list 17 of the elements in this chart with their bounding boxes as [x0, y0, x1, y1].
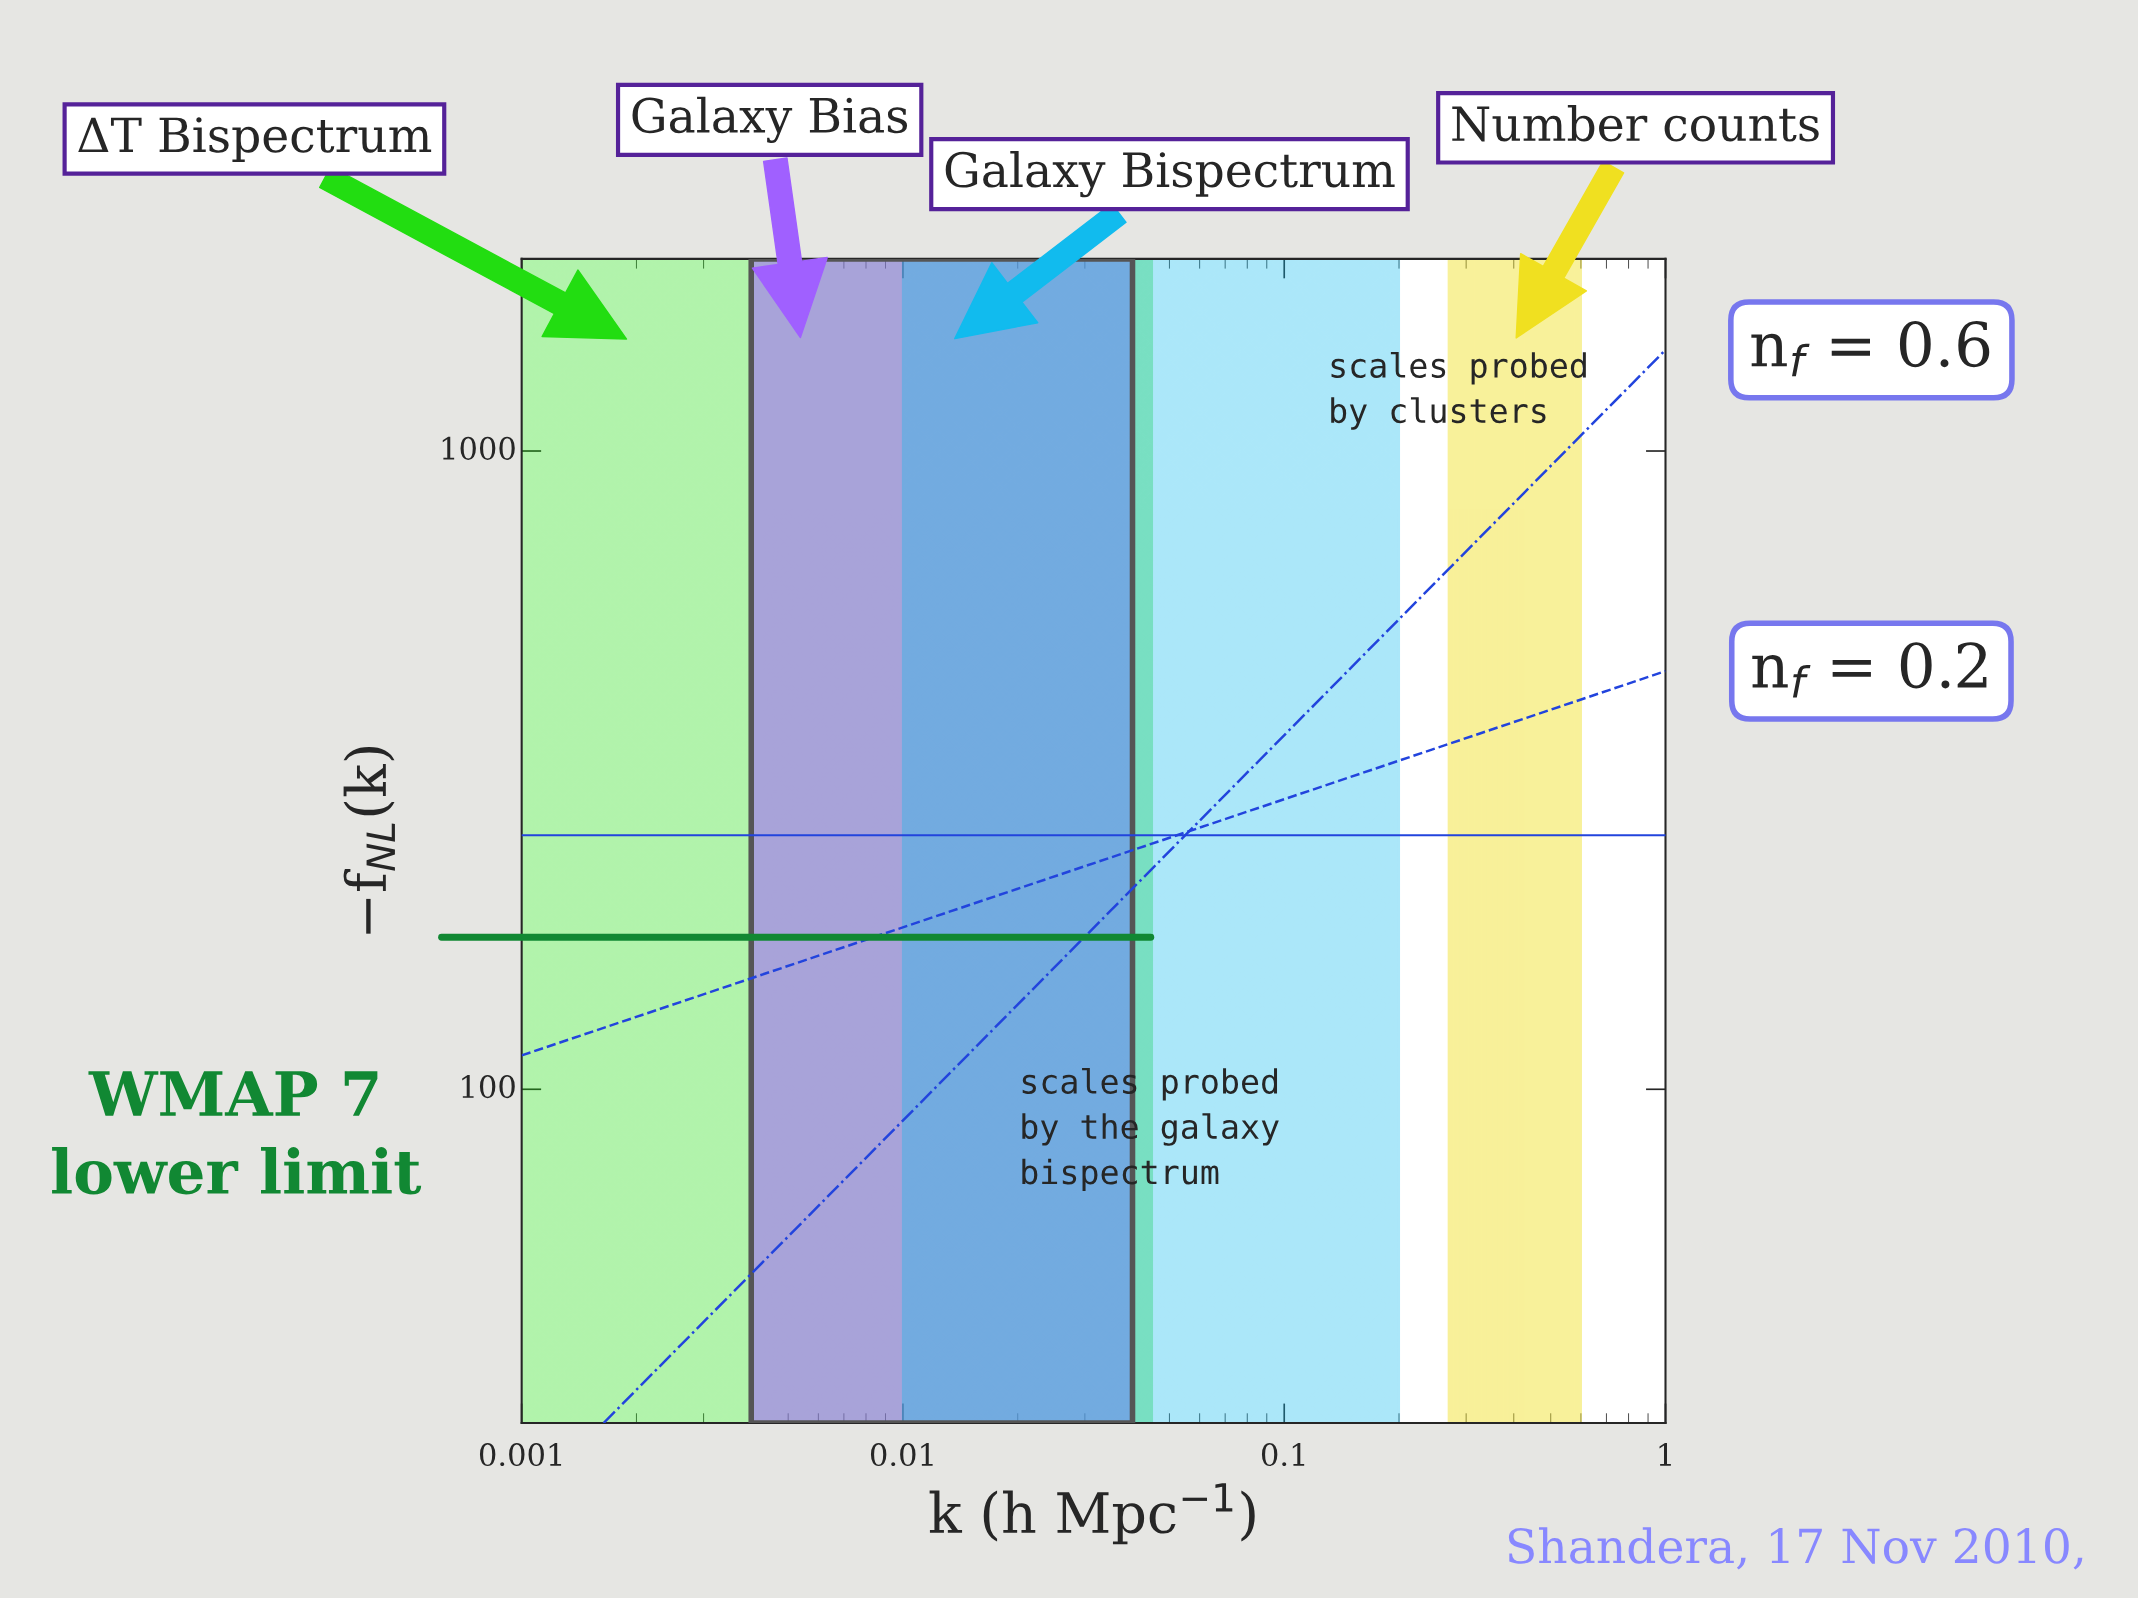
y-axis-title: −f$_{NL}$(k) [343, 747, 395, 934]
x-tick-label: 1 [1659, 1443, 1671, 1466]
text: Shandera, 17 Nov 2010, [1508, 1527, 2083, 1570]
y-tick-label: 100 [462, 1075, 515, 1099]
y-tick-label: 1000 [442, 436, 515, 460]
ref-line-label: WMAP 7 lower limit [52, 1071, 422, 1195]
band-label: Number counts [1452, 104, 1819, 142]
band-label: Galaxy Bispectrum [945, 151, 1395, 198]
band-label: ΔT Bispectrum [78, 117, 432, 162]
x-tick-label: 0.001 [479, 1443, 562, 1467]
x-tick-label: 0.1 [1261, 1443, 1305, 1467]
band-label: Galaxy Bias [632, 96, 908, 144]
x-axis-title: k (h Mpc$^{−1}$) [929, 1483, 1255, 1545]
series-label: n$_{f}$ = 0.6 [1751, 320, 1990, 377]
series-label: n$_{f}$ = 0.2 [1752, 642, 1987, 698]
annotation: scales probed by clusters [1331, 352, 1586, 430]
x-tick-label: 0.01 [870, 1443, 933, 1467]
